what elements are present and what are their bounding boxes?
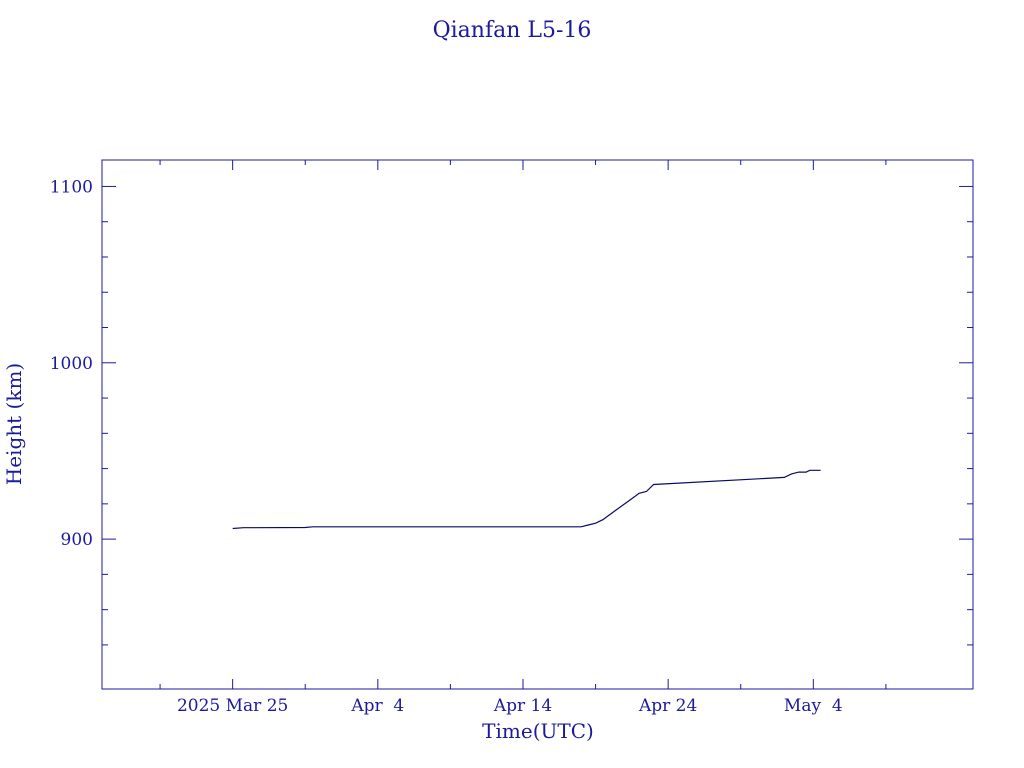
x-tick-label: Apr 24 — [638, 696, 697, 716]
y-tick-labels: 900 1000 1100 — [50, 177, 93, 550]
x-tick-label: 2025 Mar 25 — [177, 696, 288, 716]
x-tick-label: May 4 — [784, 696, 843, 716]
plot-frame — [101, 159, 974, 690]
series-line — [232, 469, 821, 530]
ticks — [102, 160, 973, 689]
y-tick-label: 1000 — [50, 354, 93, 374]
y-axis-label: Height (km) — [2, 363, 26, 485]
chart-title: Qianfan L5-16 — [433, 18, 592, 43]
y-tick-label: 1100 — [50, 177, 93, 197]
y-tick-label: 900 — [61, 530, 93, 550]
x-tick-label: Apr 4 — [350, 696, 404, 716]
x-tick-labels: 2025 Mar 25 Apr 4 Apr 14 Apr 24 May 4 — [177, 696, 843, 716]
x-tick-label: Apr 14 — [493, 696, 552, 716]
x-axis-label: Time(UTC) — [482, 719, 594, 743]
